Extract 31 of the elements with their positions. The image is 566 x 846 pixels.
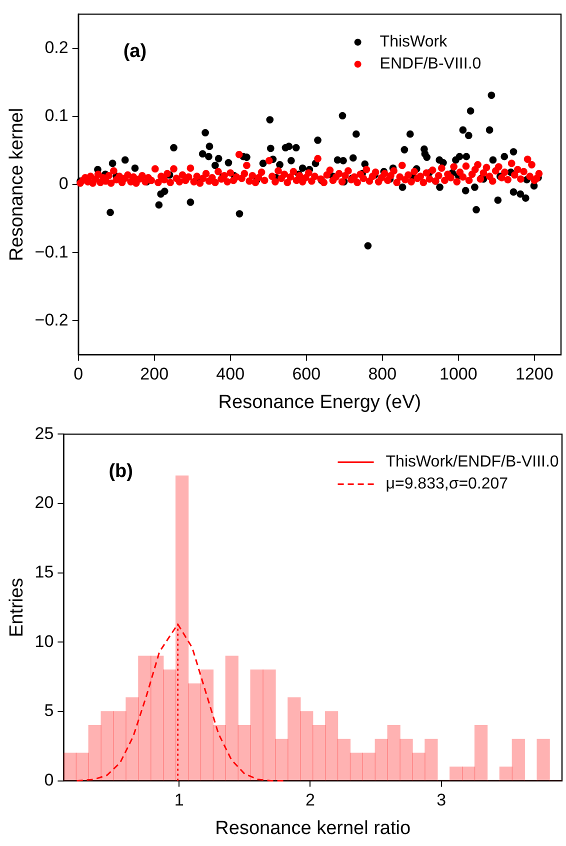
- x-tick-label: 1000: [439, 364, 478, 384]
- y-tick-label: −0.1: [34, 242, 68, 262]
- x-tick-label: 200: [140, 364, 169, 384]
- x-axis-title: Resonance Energy (eV): [218, 392, 422, 413]
- legend-label: μ=9.833,σ=0.207: [386, 476, 508, 493]
- y-axis-title: Resonance kernel: [6, 108, 28, 262]
- x-tick-label: 800: [368, 364, 397, 384]
- y-tick-label: −0.2: [34, 310, 68, 330]
- legend-label: ThisWork: [380, 34, 448, 51]
- y-tick-label: 15: [34, 562, 54, 582]
- y-tick-label: 0: [58, 174, 68, 194]
- annotation: (a): [123, 40, 147, 62]
- x-tick-label: 1: [174, 790, 184, 810]
- legend-label: ThisWork/ENDF/B-VIII.0: [386, 454, 559, 471]
- x-tick-label: 1200: [515, 364, 554, 384]
- x-tick-label: 400: [216, 364, 245, 384]
- x-tick-label: 600: [292, 364, 321, 384]
- y-axis-title: Entries: [6, 578, 28, 638]
- x-tick-label: 2: [306, 790, 315, 810]
- x-axis-title: Resonance kernel ratio: [215, 818, 411, 839]
- legend-label: ENDF/B-VIII.0: [380, 56, 482, 73]
- y-tick-label: 5: [44, 701, 54, 720]
- y-tick-label: 25: [34, 424, 54, 443]
- y-tick-label: 0.2: [44, 38, 68, 57]
- y-tick-label: 0: [44, 770, 54, 790]
- x-tick-label: 0: [74, 364, 84, 384]
- y-tick-label: 20: [34, 493, 54, 512]
- y-tick-label: 0.1: [44, 106, 68, 126]
- annotation: (b): [108, 460, 133, 482]
- x-tick-label: 3: [436, 790, 446, 810]
- y-tick-label: 10: [34, 632, 54, 651]
